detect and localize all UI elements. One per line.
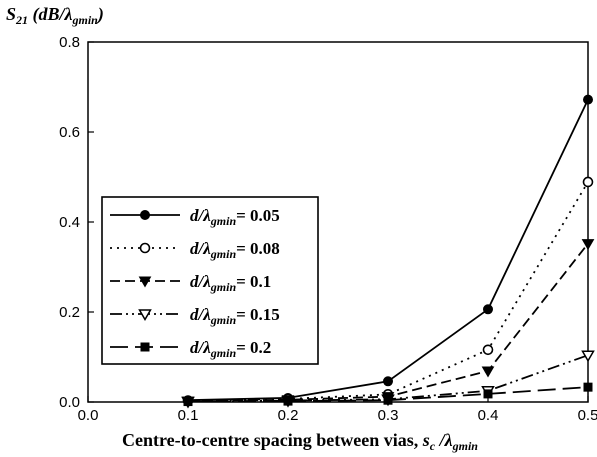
legend-box [101,196,319,365]
data-point [483,389,493,399]
x-tick-label: 0.1 [178,407,199,424]
data-point [183,397,193,407]
axes: 0.0 0.1 0.2 0.3 0.4 0.5 0.0 0.2 0.4 0.6 0.8 [59,34,597,424]
data-point [581,239,595,251]
series-markers [181,94,595,409]
data-point [383,376,393,387]
data-point [483,304,493,315]
data-point [583,382,593,392]
data-point [581,350,595,363]
legend-label: d/λgmin= 0.1 [190,272,271,294]
legend-label: d/λgmin= 0.2 [190,338,271,360]
y-tick-label: 0.8 [59,34,80,51]
data-point [383,395,393,405]
legend-label: d/λgmin= 0.15 [190,305,280,327]
x-tick-label: 0.4 [478,407,499,424]
y-tick-label: 0.6 [59,124,80,141]
legend-label: d/λgmin= 0.08 [190,239,280,261]
data-point [583,94,593,105]
data-point [283,396,293,406]
legend-swatch-marker [139,242,151,254]
data-point [482,344,494,356]
x-tick-label: 0.0 [78,407,99,424]
data-point [582,176,594,188]
legend-label: d/λgmin= 0.05 [190,206,280,228]
legend-swatch-marker [140,210,150,220]
y-tick-label: 0.4 [59,214,80,231]
x-tick-label: 0.5 [578,407,597,424]
x-tick-label: 0.2 [278,407,299,424]
legend: d/λgmin= 0.05 d/λgmin= 0.08 d/λgmin= 0.1 d/… [101,196,319,365]
y-axis-title: S21 (dB/λgmin) [6,4,104,27]
legend-swatch-marker [138,309,152,321]
x-tick-label: 0.3 [378,407,399,424]
legend-swatch-marker [140,342,150,352]
y-tick-label: 0.2 [59,304,80,321]
y-tick-label: 0.0 [59,394,80,411]
x-axis-title: Centre-to-centre spacing between vias, s… [122,430,478,453]
data-point [481,366,495,378]
legend-swatch-marker [138,276,152,288]
